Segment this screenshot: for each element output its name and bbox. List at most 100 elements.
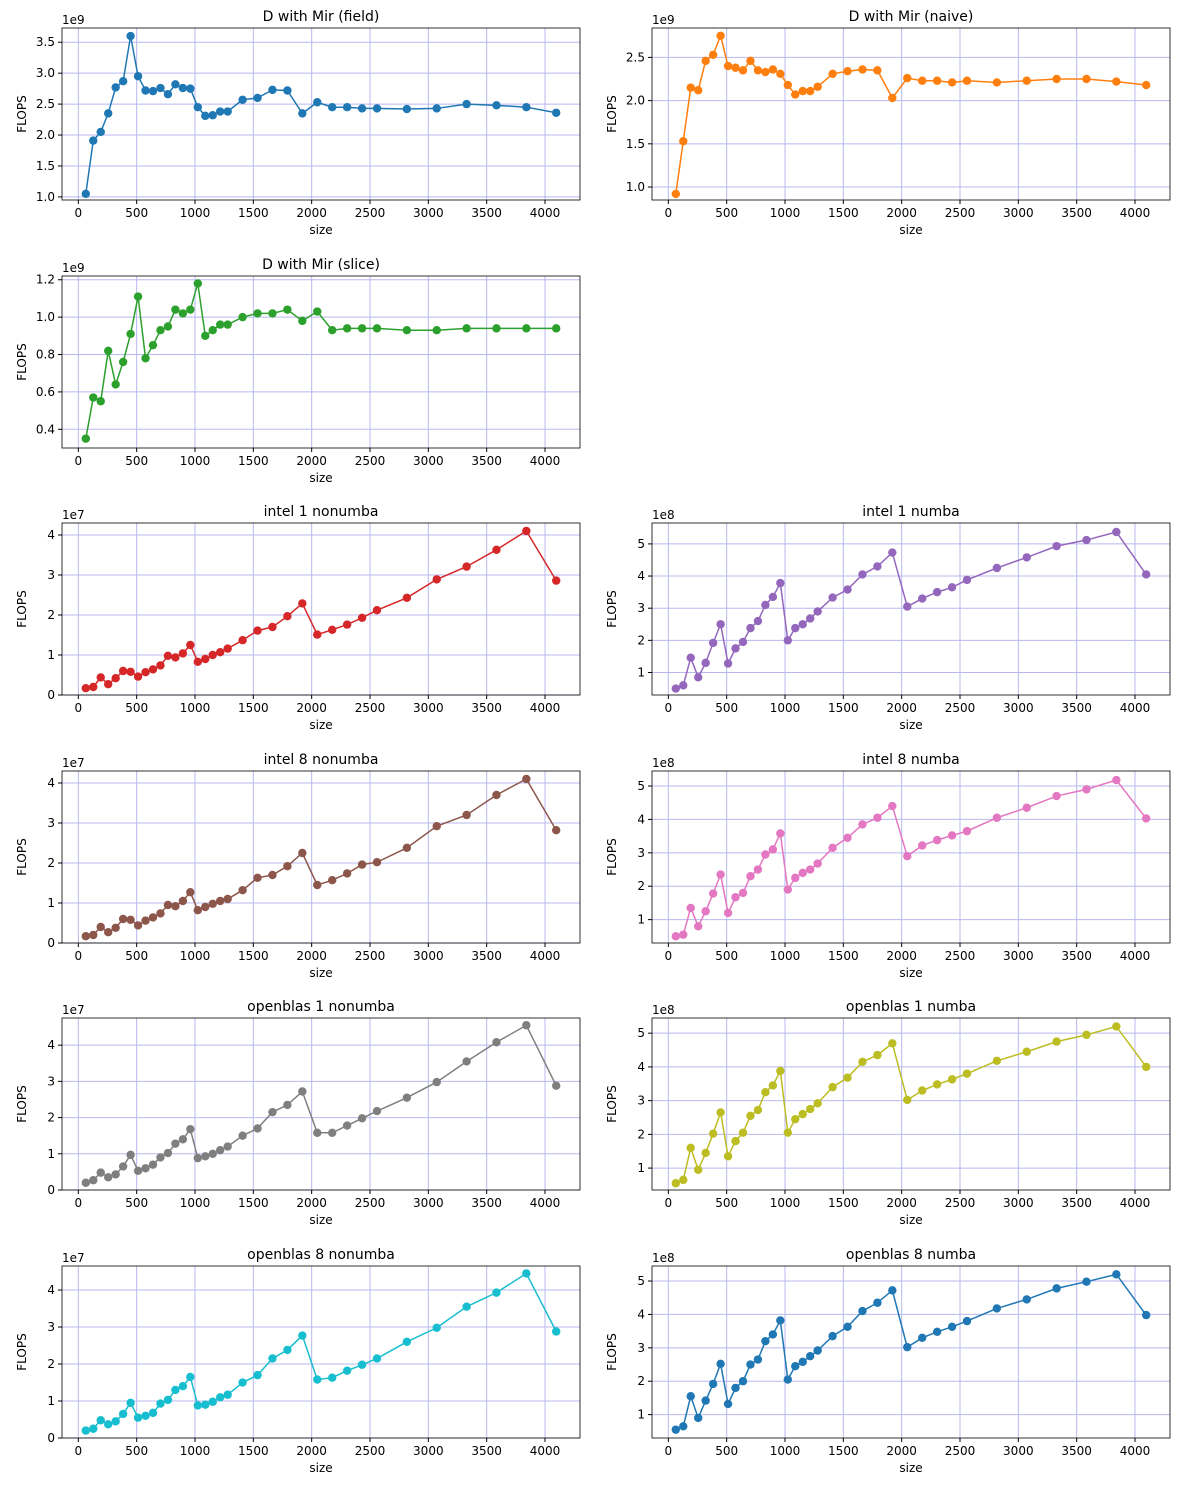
x-axis-label: size (309, 223, 332, 237)
data-point (492, 101, 501, 110)
data-point (1082, 785, 1091, 794)
data-point (357, 104, 367, 113)
data-point (1052, 791, 1061, 801)
data-point (708, 889, 718, 898)
data-point (798, 86, 807, 96)
data-point (193, 906, 202, 915)
x-tick-label: 3500 (471, 1196, 502, 1210)
x-tick-label: 500 (715, 701, 738, 715)
data-point (843, 1322, 852, 1331)
data-point (193, 279, 202, 288)
data-point (522, 1021, 531, 1030)
data-point (357, 1360, 367, 1369)
y-tick-label: 2 (637, 879, 645, 893)
data-point (708, 1129, 718, 1138)
data-point (813, 607, 822, 616)
data-point (133, 672, 143, 681)
data-point (828, 1082, 837, 1092)
data-point (888, 1286, 897, 1295)
data-point (798, 1357, 807, 1367)
data-point (947, 583, 957, 592)
data-point (731, 1383, 740, 1393)
y-axis-label: FLOPS (15, 1333, 29, 1370)
data-point (104, 109, 113, 118)
data-point (873, 562, 882, 571)
data-point (1112, 77, 1121, 86)
data-point (104, 1173, 113, 1182)
data-point (686, 1143, 695, 1153)
data-line (85, 1024, 557, 1184)
data-point (201, 331, 210, 341)
data-point (843, 1073, 852, 1082)
data-point (746, 872, 755, 881)
data-point (208, 1397, 217, 1406)
x-tick-label: 2000 (296, 701, 327, 715)
data-point (201, 902, 210, 912)
data-point (888, 548, 897, 557)
data-point (731, 63, 740, 72)
data-point (238, 1378, 247, 1387)
data-point (806, 614, 815, 623)
data-point (118, 1409, 128, 1419)
data-point (708, 638, 718, 648)
x-tick-label: 3500 (471, 1444, 502, 1458)
data-point (522, 102, 531, 112)
x-tick-label: 4000 (530, 949, 561, 963)
data-point (671, 189, 680, 199)
data-point (313, 98, 322, 107)
data-point (171, 902, 180, 911)
data-point (216, 1145, 225, 1155)
y-tick-label: 4 (637, 1060, 645, 1074)
data-point (186, 84, 195, 93)
y-axis-label: FLOPS (15, 590, 29, 627)
data-point (1022, 1295, 1031, 1304)
data-point (753, 1355, 763, 1364)
x-tick-label: 1500 (238, 949, 269, 963)
data-point (148, 340, 158, 350)
x-tick-label: 1000 (180, 1444, 211, 1458)
data-point (402, 326, 412, 335)
x-tick-label: 2000 (886, 206, 917, 220)
data-point (208, 326, 217, 335)
data-point (432, 104, 441, 113)
data-point (776, 1316, 785, 1325)
data-point (738, 1128, 748, 1137)
data-point (1082, 1277, 1091, 1286)
data-point (328, 102, 337, 112)
data-point (372, 858, 382, 867)
y-tick-label: 2 (637, 633, 645, 647)
data-point (1022, 1047, 1031, 1056)
x-tick-label: 0 (665, 701, 673, 715)
x-tick-label: 4000 (530, 1444, 561, 1458)
data-point (873, 1298, 882, 1307)
data-point (156, 1153, 165, 1162)
data-point (806, 1104, 815, 1114)
axes-frame (61, 1265, 581, 1439)
y-tick-label: 1.5 (626, 137, 645, 151)
data-point (283, 1345, 292, 1355)
data-point (522, 1269, 531, 1278)
data-point (918, 841, 927, 850)
data-point (141, 916, 150, 925)
y-tick-label: 5 (637, 779, 645, 793)
data-point (738, 66, 748, 75)
data-point (723, 61, 733, 71)
x-axis-label: size (899, 966, 922, 980)
data-point (768, 1081, 778, 1090)
data-point (111, 83, 120, 92)
x-tick-label: 2500 (945, 1196, 976, 1210)
data-point (148, 913, 158, 922)
data-point (313, 880, 322, 890)
data-point (126, 915, 135, 924)
y-tick-label: 2.5 (626, 50, 645, 64)
data-point (813, 82, 822, 91)
data-point (873, 813, 882, 822)
x-tick-label: 500 (125, 701, 148, 715)
data-point (342, 1121, 352, 1130)
data-point (761, 1087, 770, 1097)
data-point (1022, 553, 1031, 562)
offset-label: 1e8 (652, 1251, 675, 1265)
x-tick-label: 3000 (413, 1196, 444, 1210)
chart-title: openblas 8 nonumba (247, 1247, 395, 1263)
data-point (126, 1150, 135, 1160)
